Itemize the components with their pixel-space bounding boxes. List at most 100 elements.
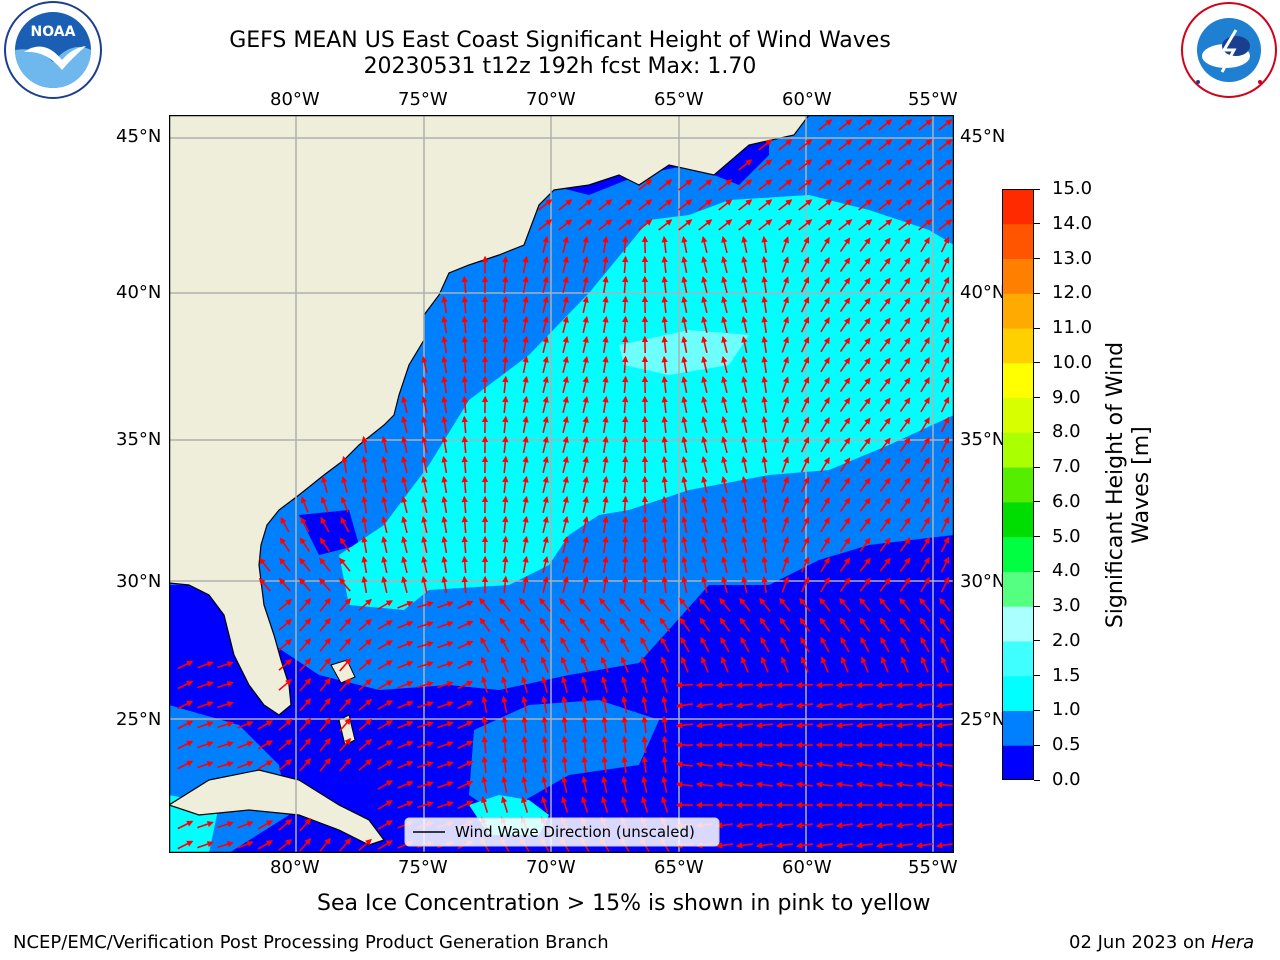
wave-direction-arrow: [858, 119, 873, 131]
colorbar-frame: [1002, 189, 1034, 780]
wave-direction-arrow: [319, 617, 331, 632]
wave-direction-arrow: [819, 617, 831, 632]
wave-direction-arrow: [701, 415, 708, 433]
wave-direction-arrow: [701, 515, 708, 533]
wave-direction-arrow: [739, 617, 751, 632]
wave-direction-arrow: [177, 760, 194, 770]
wave-direction-arrow: [622, 255, 629, 274]
wave-direction-arrow: [758, 139, 773, 151]
colorbar-tick-mark: [1034, 258, 1040, 260]
wave-direction-arrow: [421, 355, 428, 373]
wave-direction-arrow: [721, 335, 728, 353]
wave-direction-arrow: [721, 275, 728, 293]
wave-direction-arrow: [580, 656, 589, 673]
colorbar-tick-label: 12.0: [1052, 282, 1093, 304]
wave-direction-arrow: [397, 740, 414, 749]
wave-direction-arrow: [539, 597, 551, 612]
wave-direction-arrow: [541, 755, 548, 774]
wave-direction-arrow: [920, 256, 930, 273]
wave-direction-arrow: [358, 698, 372, 711]
wave-direction-arrow: [339, 598, 352, 612]
wave-direction-arrow: [781, 436, 789, 453]
wave-direction-arrow: [721, 575, 728, 593]
wave-direction-arrow: [340, 496, 349, 513]
wave-direction-arrow: [815, 681, 834, 689]
wave-direction-arrow: [580, 636, 590, 653]
wave-direction-arrow: [899, 537, 911, 553]
wave-direction-arrow: [755, 761, 774, 768]
wave-direction-arrow: [661, 335, 668, 353]
wave-direction-arrow: [377, 700, 394, 710]
wave-direction-arrow: [661, 735, 668, 754]
wave-direction-arrow: [775, 681, 794, 689]
wave-direction-arrow: [582, 495, 589, 513]
wave-direction-arrow: [601, 775, 608, 793]
wave-direction-arrow: [681, 475, 688, 493]
wave-direction-arrow: [622, 315, 629, 334]
wave-direction-arrow: [758, 179, 773, 191]
wave-direction-arrow: [858, 179, 873, 191]
colorbar-tick-label: 15.0: [1052, 178, 1093, 199]
wave-direction-arrow: [820, 456, 830, 473]
wave-direction-arrow: [582, 255, 589, 273]
wave-direction-arrow: [358, 678, 372, 691]
wave-direction-arrow: [501, 695, 508, 714]
wave-direction-arrow: [839, 337, 851, 353]
wave-direction-arrow: [920, 436, 930, 453]
wave-direction-arrow: [740, 636, 750, 653]
map-frame: [169, 115, 954, 853]
wave-direction-arrow: [899, 577, 911, 593]
wave-direction-arrow: [681, 335, 688, 353]
colorbar-tick-mark: [1034, 292, 1040, 294]
wave-direction-arrow: [735, 761, 754, 768]
wave-direction-arrow: [622, 555, 629, 574]
wave-direction-arrow: [721, 495, 728, 513]
wave-direction-arrow: [879, 477, 891, 492]
colorbar-segment: [1002, 606, 1034, 642]
wave-direction-arrow: [217, 661, 234, 669]
wave-direction-arrow: [522, 295, 529, 314]
wave-direction-arrow: [938, 219, 953, 231]
map-panel: Wind Wave Direction (unscaled): [169, 115, 954, 853]
colorbar-tick-label: 13.0: [1052, 247, 1093, 269]
wave-direction-arrow: [197, 661, 214, 669]
wave-direction-arrow: [582, 575, 589, 593]
wave-direction-arrow: [781, 376, 789, 393]
wave-direction-arrow: [835, 702, 854, 709]
wave-direction-arrow: [701, 395, 708, 413]
wave-direction-arrow: [377, 640, 394, 650]
wave-direction-arrow: [899, 257, 911, 273]
wave-direction-arrow: [401, 575, 408, 593]
wave-direction-arrow: [501, 796, 509, 813]
wave-direction-arrow: [457, 600, 474, 610]
wave-direction-arrow: [798, 159, 813, 171]
wave-direction-arrow: [701, 475, 708, 493]
wave-direction-arrow: [361, 515, 368, 534]
wave-direction-arrow: [800, 656, 809, 673]
wave-direction-arrow: [421, 495, 428, 513]
wave-direction-arrow: [679, 597, 691, 612]
wave-direction-arrow: [839, 477, 851, 493]
wave-direction-arrow: [401, 435, 408, 453]
colorbar-segment: [1002, 293, 1034, 329]
wave-direction-arrow: [940, 396, 950, 413]
wave-direction-arrow: [815, 822, 834, 829]
wave-direction-arrow: [661, 395, 668, 413]
wave-direction-arrow: [759, 617, 771, 632]
wave-direction-arrow: [920, 296, 930, 313]
wave-direction-arrow: [735, 781, 754, 788]
wave-direction-arrow: [217, 701, 234, 709]
wave-direction-arrow: [437, 641, 454, 649]
wave-direction-arrow: [875, 702, 894, 709]
wave-direction-arrow: [899, 237, 911, 253]
wave-direction-arrow: [522, 315, 529, 334]
wave-direction-arrow: [698, 219, 713, 231]
wave-direction-arrow: [558, 219, 573, 231]
wave-direction-arrow: [798, 139, 813, 151]
wave-direction-arrow: [701, 535, 708, 553]
wave-direction-arrow: [835, 722, 853, 729]
wave-direction-arrow: [940, 656, 949, 673]
wave-direction-arrow: [582, 415, 589, 433]
wave-direction-arrow: [561, 775, 568, 793]
wave-direction-arrow: [481, 695, 488, 714]
